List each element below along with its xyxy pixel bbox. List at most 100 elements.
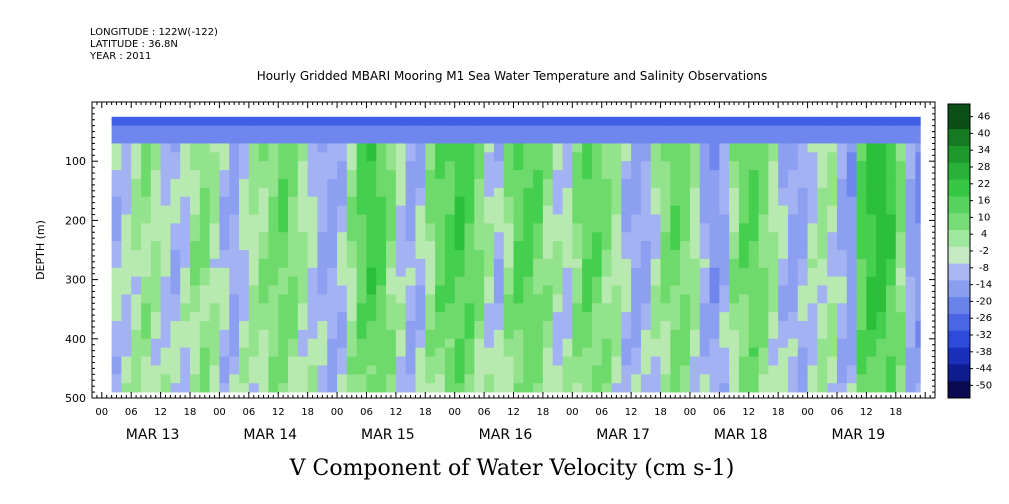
heatmap-cell [356,374,367,384]
heatmap-cell [640,374,652,384]
heatmap-cell [758,312,769,322]
heatmap-cell [729,134,740,144]
heatmap-cell [386,214,397,224]
heatmap-cell [307,258,318,269]
heatmap-cell [895,347,906,357]
heatmap-cell [797,143,808,153]
heatmap-cell [680,152,691,162]
heatmap-cell [327,143,338,153]
heatmap-cell [562,294,573,304]
heatmap-cell [895,312,906,322]
heatmap-cell [307,374,318,384]
heatmap-cell [268,116,279,127]
heatmap-cell [846,196,857,206]
heatmap-cell [660,276,671,286]
heatmap-cell [415,214,426,224]
heatmap-cell [670,356,681,366]
heatmap-cell [160,170,171,180]
heatmap-cell [160,143,171,153]
heatmap-cell [787,303,799,313]
heatmap-cell [572,116,583,127]
heatmap-cell [680,303,691,313]
heatmap-cell [719,241,730,251]
heatmap-cell [376,178,387,189]
heatmap-cell [219,276,230,286]
heatmap-cell [591,116,603,127]
colorbar-label: 16 [978,196,991,207]
heatmap-cell [503,161,514,171]
heatmap-cell [738,285,750,295]
heatmap-cell [866,347,877,357]
heatmap-cell [601,365,612,375]
heatmap-cell [778,250,789,260]
heatmap-cell [758,276,769,286]
heatmap-cell [787,383,799,393]
heatmap-cell [591,205,603,215]
heatmap-cell [787,285,799,295]
heatmap-cell [131,214,142,224]
heatmap-cell [288,232,299,242]
heatmap-cell [601,161,612,171]
heatmap-cell [454,383,465,393]
heatmap-cell [572,329,583,340]
heatmap-cell [121,267,132,278]
heatmap-cell [288,241,299,251]
heatmap-cell [346,294,358,304]
x-tick-label: 06 [360,407,373,418]
heatmap-cell [297,303,309,313]
heatmap-cell [807,143,818,153]
heatmap-cell [905,285,916,295]
heatmap-cell [190,303,201,313]
heatmap-cell [150,383,162,393]
heatmap-cell [856,321,867,331]
heatmap-cell [876,152,887,162]
heatmap-cell [131,285,142,295]
heatmap-cell [337,116,348,127]
heatmap-cell [562,312,573,322]
heatmap-cell [111,152,122,162]
x-tick-label: 00 [566,407,579,418]
heatmap-cell [317,205,328,215]
heatmap-cell [190,134,201,144]
heatmap-cell [288,365,299,375]
heatmap-cell [640,232,652,242]
colorbar-label: -38 [976,347,992,358]
heatmap-cell [738,312,750,322]
heatmap-cell [190,383,201,393]
heatmap-cell [866,152,877,162]
heatmap-cell [552,205,563,215]
heatmap-cell [111,187,122,198]
heatmap-cell [209,205,220,215]
colorbar-segment [948,372,970,382]
heatmap-cell [180,285,191,295]
heatmap-cell [689,214,701,224]
heatmap-cell [601,321,612,331]
heatmap-cell [258,214,269,224]
heatmap-cell [346,365,358,375]
heatmap-cell [866,205,877,215]
heatmap-cell [474,294,485,304]
heatmap-cell [689,187,701,198]
heatmap-cell [268,294,279,304]
heatmap-cell [542,356,554,366]
heatmap-cell [258,312,269,322]
heatmap-cell [885,303,897,313]
heatmap-cell [395,312,407,322]
heatmap-cell [572,223,583,233]
heatmap-cell [141,187,152,198]
heatmap-cell [199,152,211,162]
heatmap-cell [778,347,789,357]
heatmap-cell [248,303,260,313]
heatmap-cell [170,258,181,269]
heatmap-cell [621,196,632,206]
heatmap-cell [317,374,328,384]
heatmap-cell [650,134,661,144]
heatmap-cell [631,250,642,260]
heatmap-cell [268,205,279,215]
heatmap-cell [572,178,583,189]
heatmap-cell [121,116,132,127]
heatmap-cell [219,347,230,357]
heatmap-cell [307,250,318,260]
heatmap-cell [268,161,279,171]
heatmap-cell [582,241,593,251]
